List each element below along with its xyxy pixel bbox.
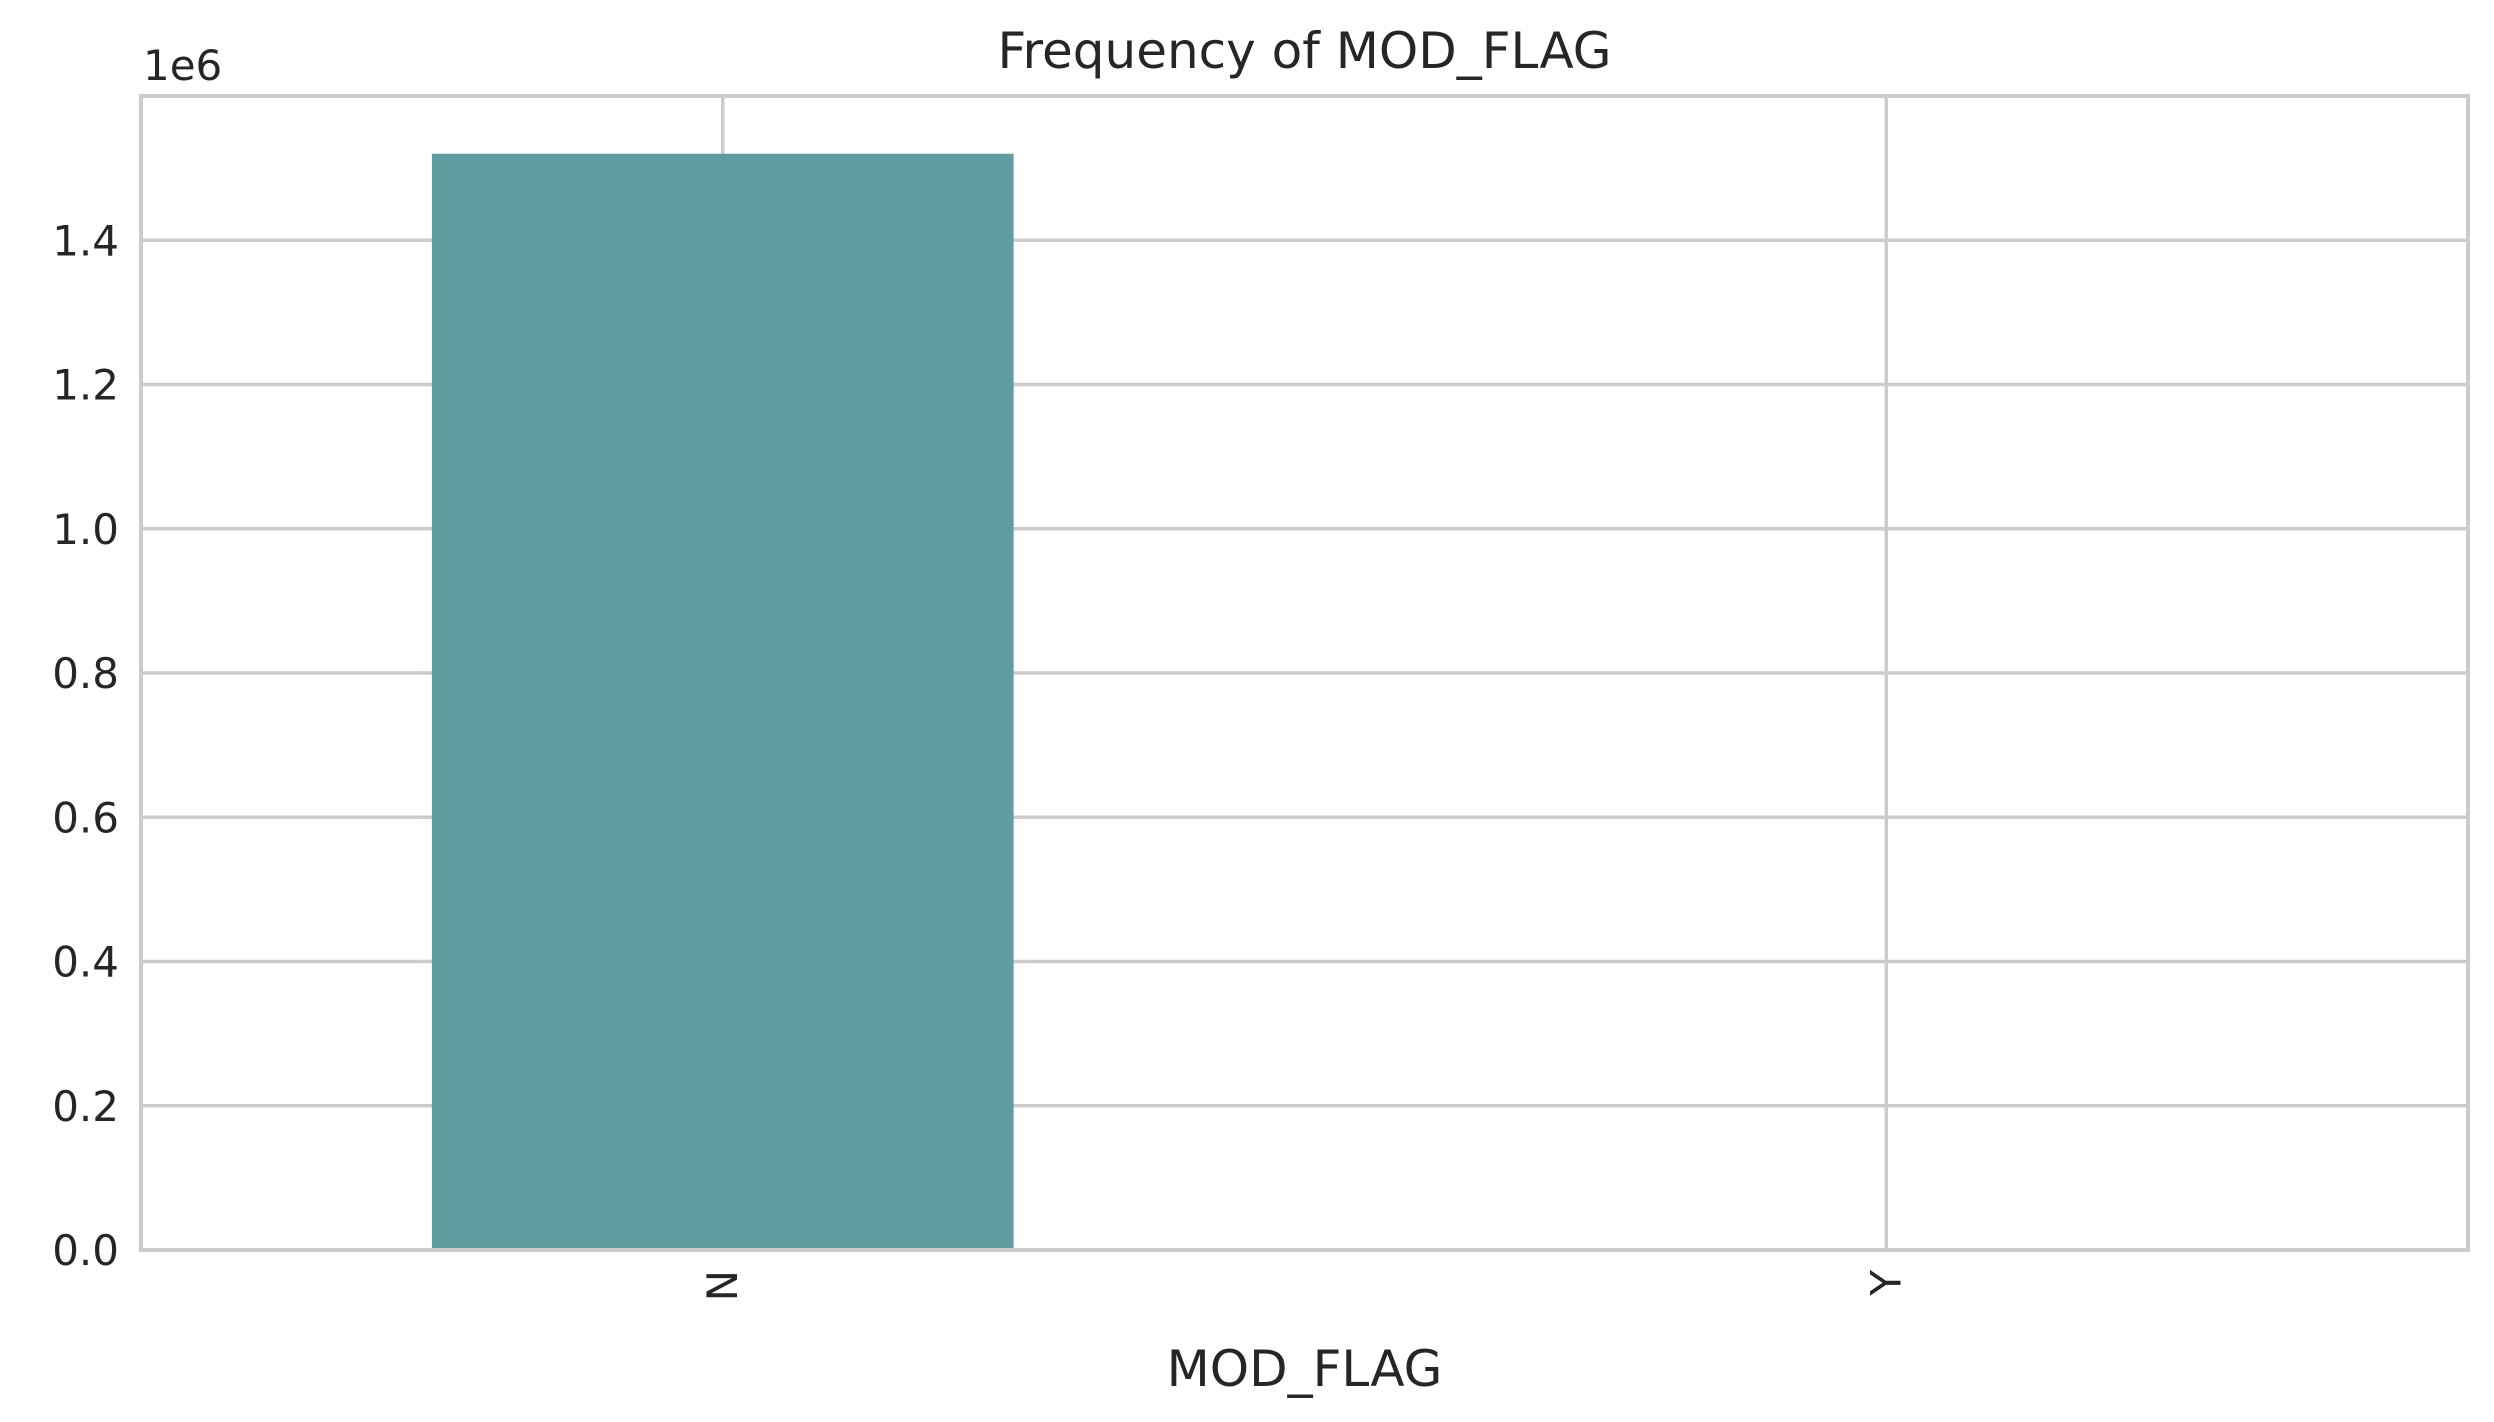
y-tick-label: 0.2 <box>52 1082 119 1131</box>
x-tick-label: Y <box>1861 1270 1910 1297</box>
bar-N <box>431 153 1014 1251</box>
plot-frame <box>139 94 2470 1252</box>
y-tick-labels: 0.0 0.2 0.4 0.6 0.8 1.0 1.2 1.4 <box>52 216 119 1275</box>
y-tick-label: 0.0 <box>52 1226 119 1275</box>
y-tick-label: 1.2 <box>52 361 119 410</box>
y-tick-label: 0.8 <box>52 649 119 698</box>
y-tick-label: 0.6 <box>52 793 119 842</box>
x-tick-label: N <box>698 1270 747 1301</box>
y-tick-label: 1.4 <box>52 216 119 265</box>
y-offset-label: 1e6 <box>143 41 222 90</box>
y-tick-label: 0.4 <box>52 938 119 987</box>
x-axis-title: MOD_FLAG <box>1167 1340 1443 1398</box>
chart-title: Frequency of MOD_FLAG <box>997 22 1611 80</box>
y-tick-label: 1.0 <box>52 505 119 554</box>
bars <box>431 153 1014 1251</box>
